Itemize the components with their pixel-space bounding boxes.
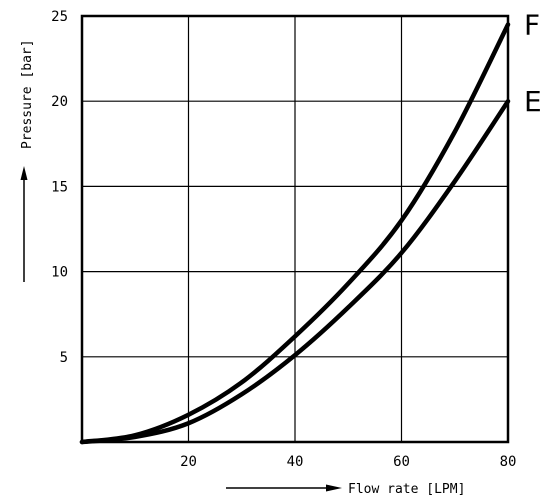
y-tick-label: 15 (51, 179, 68, 195)
x-axis-arrow (226, 484, 342, 492)
curve-e (79, 98, 511, 445)
y-tick-label: 20 (51, 94, 68, 110)
y-axis-arrow (20, 166, 28, 282)
y-tick-label: 5 (60, 350, 68, 366)
curve-f (79, 22, 511, 445)
plot-frame (80, 14, 510, 444)
series-label-f: F (524, 9, 540, 42)
tick-labels: 20 40 60 80 5 10 15 20 25 (51, 9, 516, 470)
x-tick-label: 80 (500, 454, 517, 470)
y-tick-label: 25 (51, 9, 68, 25)
y-tick-label: 10 (51, 265, 68, 281)
x-tick-label: 20 (180, 454, 197, 470)
x-tick-label: 60 (393, 454, 410, 470)
grid-lines (82, 15, 509, 442)
series-label-e: E (524, 85, 542, 118)
x-axis-title: Flow rate [LPM] (348, 482, 465, 497)
x-tick-label: 40 (287, 454, 304, 470)
curves (79, 22, 511, 445)
y-axis-title: Pressure [bar] (20, 39, 35, 149)
series-labels: FE (524, 9, 542, 119)
